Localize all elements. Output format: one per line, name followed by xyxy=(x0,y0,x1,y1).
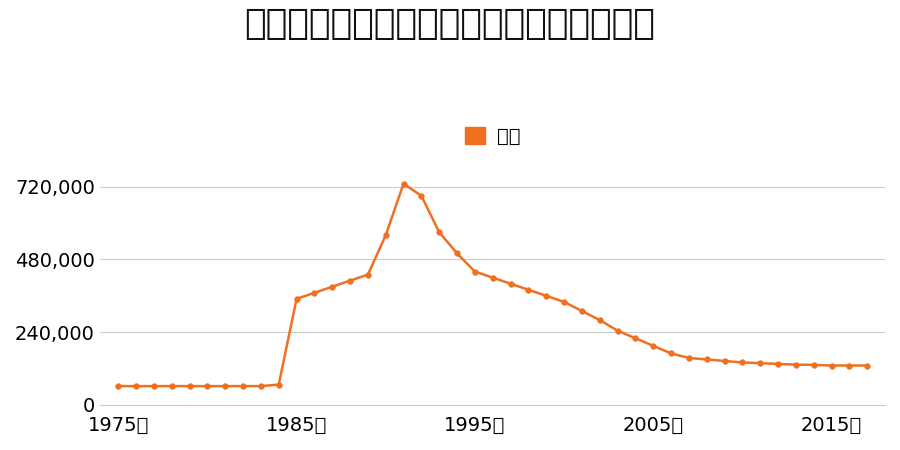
価格 xyxy=(416,193,427,198)
価格 xyxy=(862,363,873,368)
価格 xyxy=(844,363,855,368)
価格 xyxy=(487,275,498,280)
価格 xyxy=(112,383,123,389)
価格 xyxy=(790,362,801,367)
価格 xyxy=(683,355,694,360)
価格 xyxy=(238,383,248,389)
価格 xyxy=(202,383,212,389)
価格 xyxy=(274,382,284,387)
価格 xyxy=(452,251,463,256)
価格 xyxy=(755,360,766,366)
価格 xyxy=(541,293,552,298)
価格 xyxy=(666,351,677,356)
価格 xyxy=(630,336,641,341)
価格 xyxy=(345,278,356,284)
Legend: 価格: 価格 xyxy=(457,119,527,154)
価格 xyxy=(184,383,195,389)
価格 xyxy=(594,317,605,323)
価格 xyxy=(612,328,623,333)
価格 xyxy=(523,287,534,292)
価格 xyxy=(434,230,445,235)
価格 xyxy=(648,343,659,348)
価格 xyxy=(398,181,409,186)
価格 xyxy=(220,383,230,389)
価格 xyxy=(701,357,712,362)
価格 xyxy=(256,383,266,389)
価格 xyxy=(719,358,730,364)
価格 xyxy=(826,363,837,368)
Line: 価格: 価格 xyxy=(115,181,870,389)
価格 xyxy=(148,383,159,389)
価格 xyxy=(470,269,481,274)
価格 xyxy=(772,361,783,367)
価格 xyxy=(559,299,570,305)
価格 xyxy=(292,296,302,302)
価格 xyxy=(130,383,141,389)
価格 xyxy=(737,360,748,365)
価格 xyxy=(808,362,819,368)
価格 xyxy=(577,308,588,314)
価格 xyxy=(309,290,320,296)
価格 xyxy=(381,233,392,238)
価格 xyxy=(327,284,338,289)
価格 xyxy=(363,272,374,277)
価格 xyxy=(505,281,516,286)
Text: 富山県富山市元町１丁目１番５の地価推移: 富山県富山市元町１丁目１番５の地価推移 xyxy=(245,7,655,41)
価格 xyxy=(166,383,177,389)
